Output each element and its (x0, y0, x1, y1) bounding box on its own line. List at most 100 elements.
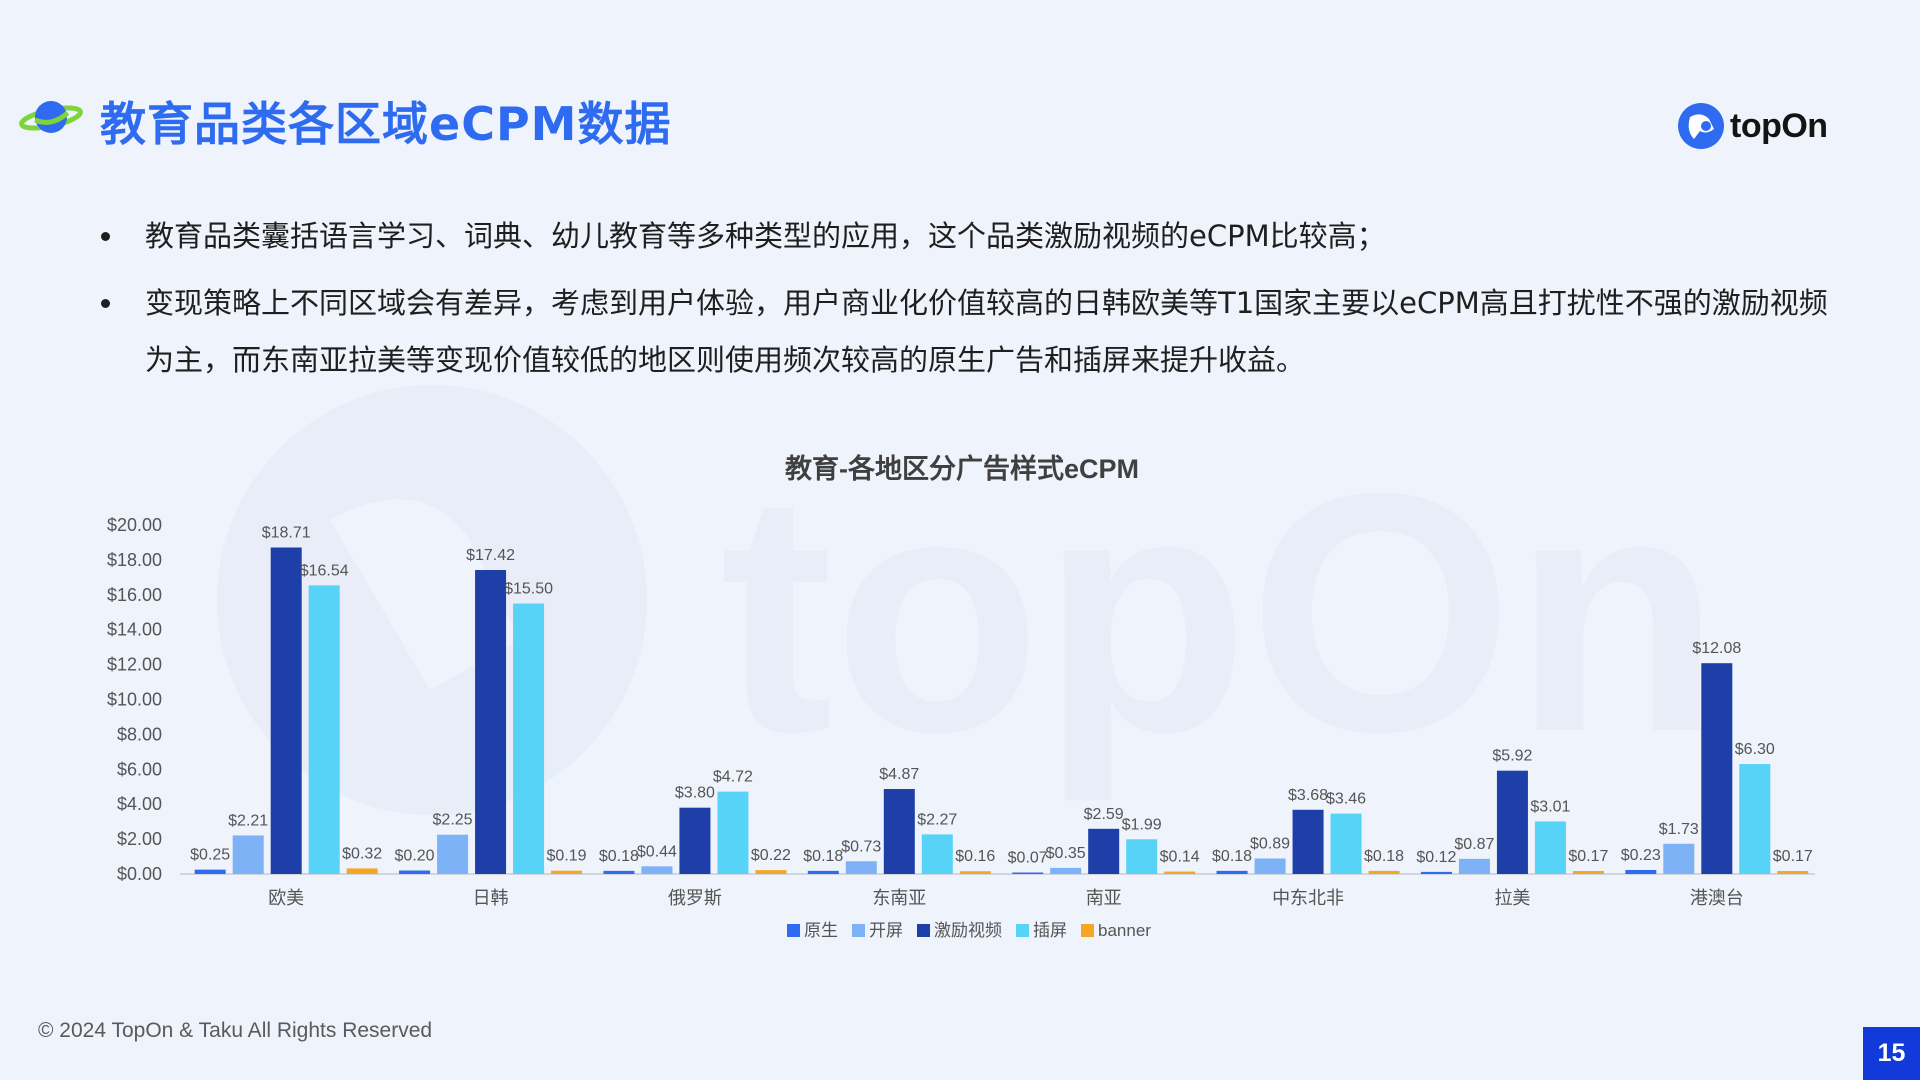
bar (1216, 870, 1248, 874)
chart-title: 教育-各地区分广告样式eCPM (785, 453, 1139, 484)
bar (717, 791, 749, 874)
data-label: $2.27 (917, 811, 957, 828)
brand-logo: topOn (1676, 100, 1828, 152)
bar (1420, 871, 1452, 874)
x-tick-label: 中东北非 (1272, 888, 1344, 908)
y-tick-label: $18.00 (107, 550, 162, 570)
bar-series: $0.25 $2.21 $18.71 $16.54 $0.32 $0.20 $2.25 $17… (190, 525, 1813, 874)
y-tick-label: $8.00 (117, 724, 162, 744)
bar (807, 870, 839, 874)
data-label: $1.99 (1122, 816, 1162, 833)
data-label: $0.89 (1250, 835, 1290, 852)
bar (845, 861, 877, 874)
data-label: $5.92 (1492, 748, 1532, 765)
y-tick-label: $20.00 (107, 515, 162, 535)
y-axis: $0.00 $2.00 $4.00 $6.00 $8.00 $10.00 $12.00 $14… (107, 515, 1815, 884)
data-label: $0.12 (1416, 849, 1456, 866)
x-axis: 欧美 日韩 俄罗斯 东南亚 南亚 中东北非 拉美 港澳台 (268, 888, 1744, 908)
x-tick-label: 东南亚 (872, 888, 926, 908)
bar (1572, 871, 1604, 874)
data-label: $0.18 (599, 848, 639, 865)
data-label: $2.59 (1084, 806, 1124, 823)
bar (1292, 809, 1324, 874)
data-label: $0.07 (1008, 850, 1048, 867)
data-label: $2.21 (228, 812, 268, 829)
ecpm-bar-chart: 教育-各地区分广告样式eCPM $0.00 $2.00 $4.00 $6.00 $8.0… (107, 453, 1815, 940)
bar (1625, 869, 1657, 874)
data-label: $2.25 (433, 812, 473, 829)
y-tick-label: $16.00 (107, 585, 162, 605)
data-label: $18.71 (262, 525, 311, 542)
bar (308, 585, 340, 874)
y-tick-label: $4.00 (117, 794, 162, 814)
data-label: $4.87 (879, 766, 919, 783)
bar (641, 866, 673, 874)
x-tick-label: 欧美 (268, 888, 304, 908)
data-label: $0.19 (547, 848, 587, 865)
bar (1701, 663, 1733, 874)
bar (1088, 828, 1120, 874)
data-label: $0.35 (1046, 845, 1086, 862)
brand-name: topOn (1730, 106, 1828, 145)
data-label: $0.18 (1212, 848, 1252, 865)
bar (959, 871, 991, 874)
bar (399, 870, 431, 874)
legend-swatch-icon (787, 924, 800, 937)
bar (1458, 858, 1490, 874)
bar (232, 835, 264, 874)
bar (194, 869, 226, 874)
bar (755, 870, 787, 874)
bar (1368, 870, 1400, 874)
planet-icon (19, 101, 83, 133)
x-tick-label: 南亚 (1086, 888, 1122, 908)
bar (437, 834, 469, 874)
data-label: $0.32 (342, 845, 382, 862)
bar (1012, 872, 1044, 874)
data-label: $3.68 (1288, 787, 1328, 804)
bar (1663, 843, 1695, 874)
y-tick-label: $2.00 (117, 829, 162, 849)
bar (1164, 871, 1196, 874)
data-label: $3.80 (675, 785, 715, 802)
data-label: $1.73 (1659, 821, 1699, 838)
bar (1739, 764, 1771, 874)
data-label: $0.18 (803, 848, 843, 865)
legend-label: 插屏 (1033, 921, 1067, 940)
data-label: $0.17 (1773, 848, 1813, 865)
bar (346, 868, 378, 874)
bar (1126, 839, 1158, 874)
data-label: $3.01 (1530, 798, 1570, 815)
legend-swatch-icon (1016, 924, 1029, 937)
data-label: $4.72 (713, 769, 753, 786)
data-label: $17.42 (466, 547, 515, 564)
chart-legend: 原生 开屏 激励视频 插屏 banner (787, 921, 1151, 940)
x-tick-label: 拉美 (1494, 888, 1530, 908)
x-tick-label: 日韩 (473, 888, 509, 908)
copyright-text: © 2024 TopOn & Taku All Rights Reserved (38, 1019, 433, 1042)
data-label: $15.50 (504, 581, 553, 598)
bar (1254, 858, 1286, 874)
data-label: $0.14 (1160, 849, 1200, 866)
data-label: $12.08 (1692, 640, 1741, 657)
data-label: $0.25 (190, 847, 230, 864)
y-tick-label: $0.00 (117, 864, 162, 884)
y-tick-label: $14.00 (107, 620, 162, 640)
legend-label: 原生 (804, 921, 838, 940)
bar (1330, 813, 1362, 874)
bullet-item: 教育品类囊括语言学习、词典、幼儿教育等多种类型的应用，这个品类激励视频的eCPM… (95, 208, 1840, 265)
bar (551, 870, 583, 874)
x-tick-label: 港澳台 (1690, 888, 1744, 908)
legend-label: banner (1098, 921, 1151, 940)
legend-swatch-icon (917, 924, 930, 937)
data-label: $0.44 (637, 843, 677, 860)
bar (1777, 871, 1809, 874)
data-label: $0.20 (395, 848, 435, 865)
legend-swatch-icon (1081, 924, 1094, 937)
bar (270, 547, 302, 874)
bullet-item: 变现策略上不同区域会有差异，考虑到用户体验，用户商业化价值较高的日韩欧美等T1国… (95, 275, 1840, 389)
data-label: $0.17 (1568, 848, 1608, 865)
page-title: 教育品类各区域eCPM数据 (100, 97, 672, 151)
bar (475, 570, 507, 874)
page-number: 15 (1863, 1027, 1920, 1080)
bar (1496, 770, 1528, 874)
